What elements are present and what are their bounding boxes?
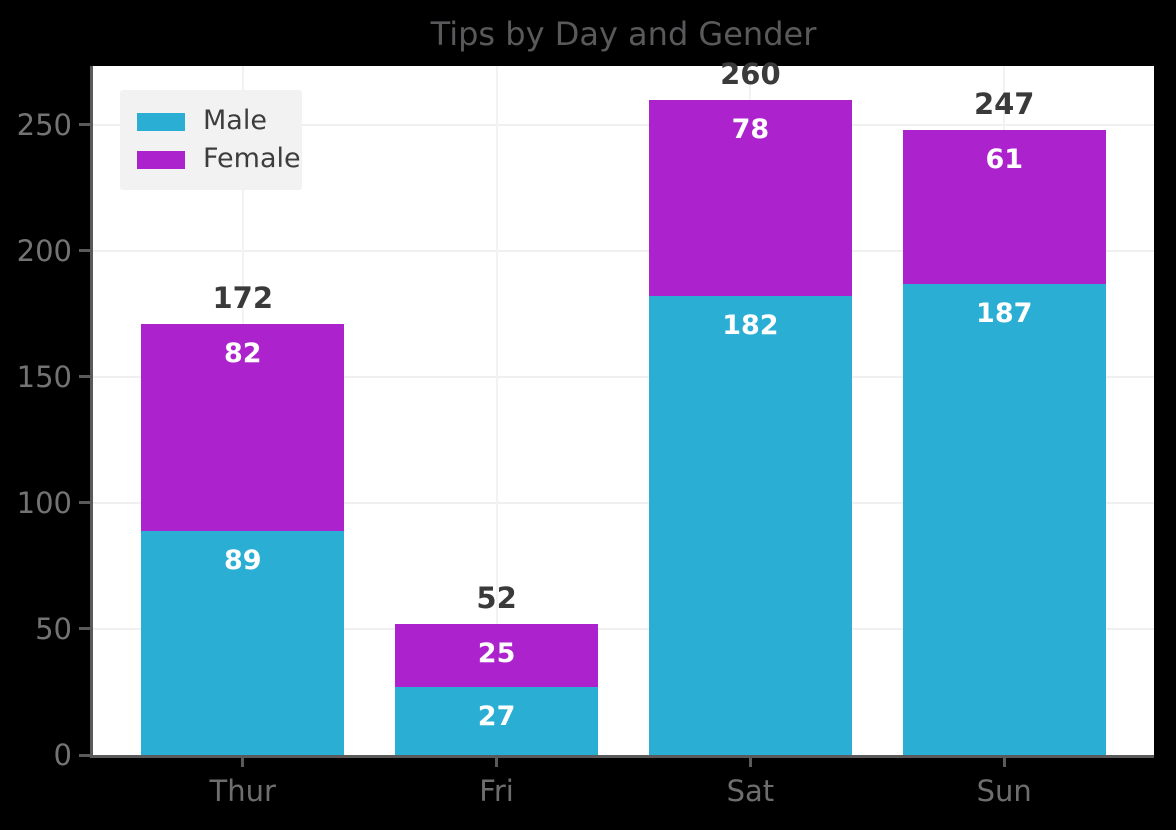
legend-label: Female xyxy=(203,143,301,174)
female-value-label: 82 xyxy=(223,338,262,370)
gridline-horizontal xyxy=(93,123,1154,126)
gridline-horizontal xyxy=(93,502,1154,504)
y-tick-label: 150 xyxy=(16,359,72,394)
y-tick-mark xyxy=(79,753,90,757)
y-tick-mark xyxy=(79,123,90,127)
total-value-label: 260 xyxy=(720,56,781,91)
female-value-label: 61 xyxy=(985,144,1024,176)
x-axis-spine xyxy=(90,755,1154,758)
bar-segment-male xyxy=(141,530,345,755)
bar-segment-male xyxy=(648,296,852,755)
bar-sun: 61 187 247 xyxy=(902,87,1106,755)
male-value-label: 89 xyxy=(223,544,262,576)
bar-thur: 82 89 172 xyxy=(141,281,345,755)
y-tick-mark xyxy=(79,375,90,379)
bar-segment-male xyxy=(395,686,599,755)
plot-area: 82 89 172 25 27 52 78 182 260 61 187 247 xyxy=(93,57,1154,755)
legend-item-female: Female xyxy=(137,140,301,178)
legend-item-male: Male xyxy=(137,102,297,140)
x-tick-label: Sun xyxy=(976,774,1032,808)
gridline-horizontal xyxy=(93,375,1154,378)
x-tick-label: Fri xyxy=(479,774,514,808)
y-tick-mark xyxy=(79,627,90,631)
y-tick-mark xyxy=(79,249,90,253)
male-value-label: 187 xyxy=(976,297,1033,329)
y-tick-label: 0 xyxy=(53,738,72,772)
total-value-label: 52 xyxy=(476,580,517,615)
x-tick-mark xyxy=(495,758,499,767)
bar-segment-male xyxy=(902,283,1106,755)
y-axis-spine xyxy=(90,66,93,758)
bar-segment-female xyxy=(902,130,1106,284)
bar-segment-female xyxy=(395,623,599,687)
x-tick-mark xyxy=(1002,758,1006,767)
bar-sat: 78 182 260 xyxy=(648,57,852,755)
bar-fri: 25 27 52 xyxy=(395,581,599,755)
legend-label: Male xyxy=(203,105,267,136)
y-tick-mark xyxy=(79,501,90,505)
total-value-label: 172 xyxy=(212,281,274,316)
gridline-vertical xyxy=(495,66,498,755)
x-tick-label: Thur xyxy=(209,774,276,808)
bar-segment-female xyxy=(648,99,852,297)
y-tick-label: 50 xyxy=(35,611,72,646)
female-value-label: 78 xyxy=(731,113,770,145)
total-value-label: 247 xyxy=(973,87,1035,122)
y-tick-label: 100 xyxy=(16,485,72,520)
x-tick-label: Sat xyxy=(726,774,775,808)
legend-swatch-female xyxy=(137,151,185,169)
male-value-label: 182 xyxy=(722,310,779,342)
y-tick-label: 200 xyxy=(16,233,72,268)
y-tick-label: 250 xyxy=(16,107,72,142)
gridline-horizontal xyxy=(93,628,1154,630)
x-tick-mark xyxy=(748,758,752,767)
x-tick-mark xyxy=(241,758,245,767)
bar-segment-female xyxy=(141,324,345,531)
legend: Male Female xyxy=(120,90,302,190)
chart-title: Tips by Day and Gender xyxy=(430,15,817,53)
male-value-label: 27 xyxy=(477,700,516,732)
gridline-horizontal xyxy=(93,249,1154,252)
legend-swatch-male xyxy=(137,113,185,131)
female-value-label: 25 xyxy=(477,637,516,669)
